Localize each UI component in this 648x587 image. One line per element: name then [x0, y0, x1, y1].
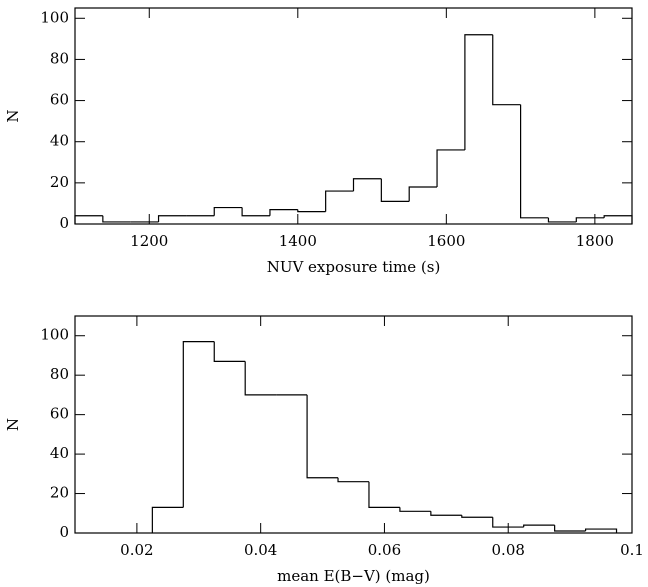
histogram-step: [102, 215, 131, 223]
y-tick-label: 100: [40, 326, 69, 344]
y-tick-label: 60: [50, 405, 69, 423]
histogram-step: [523, 524, 555, 528]
x-tick-label: 1600: [427, 232, 465, 250]
histogram-step: [306, 394, 339, 479]
x-axis-label: NUV exposure time (s): [267, 258, 441, 276]
histogram-step: [337, 477, 369, 483]
histogram-step: [547, 217, 577, 223]
x-tick-label: 0.04: [244, 541, 277, 559]
x-tick-label: 0.08: [492, 541, 525, 559]
histogram-step: [213, 341, 246, 362]
x-tick-label: 0.02: [120, 541, 153, 559]
plot-frame: [74, 315, 633, 534]
histogram-step: [492, 517, 524, 528]
histogram-step: [244, 361, 277, 396]
histogram-step: [575, 217, 605, 222]
histogram-step: [430, 511, 462, 516]
y-tick-label: 20: [50, 484, 69, 502]
x-tick-label: 0.06: [368, 541, 401, 559]
y-axis-label: N: [4, 418, 22, 431]
histogram-step: [74, 215, 103, 224]
x-axis-label: mean E(B−V) (mag): [277, 567, 430, 585]
y-tick-label: 80: [50, 49, 69, 67]
histogram-step: [151, 506, 184, 533]
histogram-step: [182, 341, 215, 508]
histogram-step: [399, 507, 431, 512]
y-tick-label: 40: [50, 444, 69, 462]
histogram-step: [492, 34, 521, 106]
histogram-step: [241, 207, 270, 217]
histogram-step: [157, 215, 187, 222]
histogram-step: [352, 178, 382, 192]
y-tick-label: 100: [40, 8, 69, 26]
histogram-step: [461, 515, 493, 518]
histogram-step: [584, 528, 618, 533]
histogram-step: [297, 209, 326, 213]
histogram-step: [464, 34, 493, 150]
y-axis-label: N: [4, 109, 22, 122]
histogram-step: [325, 190, 354, 212]
x-tick-label: 1800: [576, 232, 614, 250]
y-tick-label: 0: [59, 523, 69, 541]
histogram-step: [554, 525, 586, 532]
x-tick-label: 0.1: [620, 541, 644, 559]
y-tick-label: 20: [50, 173, 69, 191]
y-tick-label: 60: [50, 91, 69, 109]
histogram-step: [269, 209, 298, 216]
histogram-step: [520, 104, 549, 219]
histogram-step: [436, 149, 465, 187]
x-tick-label: 1200: [130, 232, 168, 250]
x-tick-label: 1400: [279, 232, 317, 250]
histogram-step: [408, 186, 438, 202]
histogram-step: [368, 481, 400, 508]
y-tick-label: 80: [50, 365, 69, 383]
histogram-step: [380, 178, 410, 202]
histogram-step: [213, 206, 243, 216]
y-tick-label: 40: [50, 132, 69, 150]
y-tick-label: 0: [59, 214, 69, 232]
plot-frame: [74, 7, 633, 225]
histogram-step: [603, 215, 633, 224]
